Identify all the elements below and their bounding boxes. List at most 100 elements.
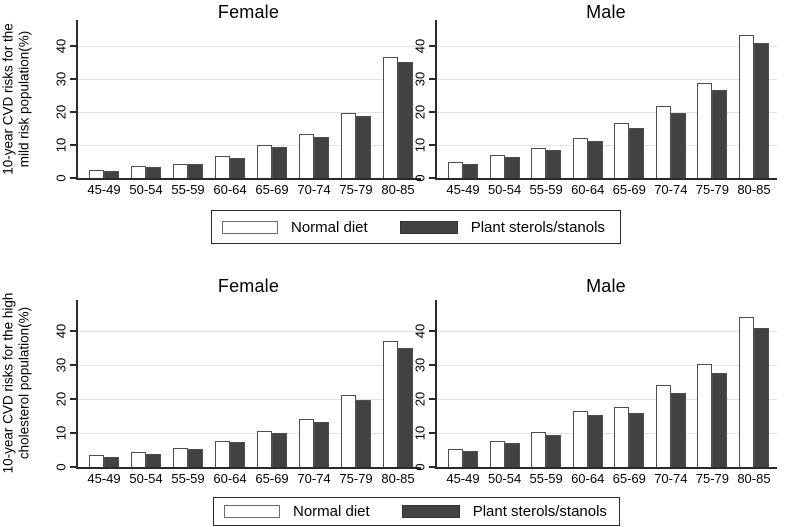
gridline (437, 78, 777, 80)
bar-group-80-85 (738, 317, 769, 467)
x-tick-label: 75-79 (339, 182, 373, 197)
bar-plant-sterols-stanols (463, 164, 478, 178)
plot-male-high-cholesterol: 0 10 20 30 40 45-49 50-54 55-59 60-64 65-69 70-74 7… (413, 300, 777, 486)
x-tick-label: 60-64 (213, 182, 247, 197)
bar-plant-sterols-stanols (587, 141, 603, 178)
x-tick-label: 50-54 (487, 182, 522, 197)
y-tick-label: 40 (53, 38, 69, 54)
bar-plant-sterols-stanols (188, 449, 203, 467)
x-tick-label: 60-64 (571, 182, 605, 197)
bar-normal-diet (489, 155, 505, 178)
x-tick-label: 75-79 (695, 182, 729, 197)
bar-plant-sterols-stanols (272, 147, 287, 178)
plot-female-high-cholesterol: 0 10 20 30 40 45-49 50-54 55-59 60-64 65-69 70-74 7… (54, 300, 421, 486)
bar-group-55-59 (531, 432, 562, 467)
bar-group-50-54 (131, 166, 161, 178)
y-tick-label: 30 (412, 71, 428, 87)
y-tick-mark (70, 144, 76, 146)
bar-normal-diet (215, 441, 230, 467)
bar-normal-diet (614, 407, 630, 467)
y-tick-mark (70, 45, 76, 47)
y-axis-title-row2-line2: cholesterol population(%) (16, 306, 32, 460)
bar-normal-diet (89, 170, 104, 178)
panel-title-male-mild: Male (586, 2, 626, 22)
y-tick-mark (70, 398, 76, 400)
y-tick-label: 20 (53, 104, 69, 120)
bar-plant-sterols-stanols (272, 433, 287, 467)
bar-group-75-79 (697, 83, 728, 178)
y-tick-mark (70, 78, 76, 80)
bar-plant-sterols-stanols (230, 158, 245, 178)
bar-group-45-49 (89, 170, 119, 178)
x-tick-label: 80-85 (381, 182, 415, 197)
bar-normal-diet (131, 452, 146, 467)
bar-normal-diet (341, 113, 356, 178)
bar-group-45-49 (89, 455, 119, 467)
bar-normal-diet (655, 385, 671, 467)
bar-group-65-69 (257, 431, 287, 467)
x-axis-labels: 45-49 50-54 55-59 60-64 65-69 70-74 75-79 80-85 (78, 471, 421, 486)
gridline (437, 398, 777, 400)
y-tick-mark (429, 466, 435, 468)
bar-normal-diet (697, 83, 713, 178)
x-tick-label: 70-74 (654, 182, 688, 197)
bar-normal-diet (383, 341, 398, 467)
y-tick-label: 30 (53, 71, 69, 87)
bar-normal-diet (531, 148, 547, 178)
bar-normal-diet (614, 123, 630, 178)
panel-title-female-mild: Female (217, 2, 280, 22)
bar-normal-diet (89, 455, 104, 467)
bar-plant-sterols-stanols (670, 113, 686, 178)
x-tick-label: 50-54 (129, 182, 163, 197)
bar-normal-diet (448, 162, 463, 178)
bar-group-50-54 (489, 155, 520, 178)
y-tick-label: 30 (412, 357, 428, 373)
bars-layer (437, 20, 777, 178)
y-tick-mark (70, 364, 76, 366)
x-tick-label: 75-79 (339, 471, 373, 486)
bar-normal-diet (448, 449, 463, 467)
bar-normal-diet (738, 35, 754, 178)
x-tick-label: 60-64 (571, 471, 605, 486)
bar-normal-diet (572, 138, 588, 178)
bar-normal-diet (299, 419, 314, 467)
legend-label-normal-diet: Normal diet (293, 503, 370, 520)
x-tick-label: 50-54 (487, 471, 522, 486)
gridline (78, 111, 421, 113)
bar-normal-diet (383, 57, 398, 178)
bar-plant-sterols-stanols (398, 62, 413, 178)
bar-plant-sterols-stanols (314, 137, 329, 178)
x-tick-label: 80-85 (737, 471, 771, 486)
bars-layer (437, 300, 777, 467)
legend-top: Normal diet Plant sterols/stanols (211, 210, 621, 244)
bar-plant-sterols-stanols (356, 400, 371, 467)
gridline (437, 432, 777, 434)
x-tick-label: 65-69 (255, 182, 289, 197)
bar-group-75-79 (697, 364, 728, 467)
x-tick-label: 80-85 (381, 471, 415, 486)
bar-plant-sterols-stanols (753, 328, 769, 467)
bar-normal-diet (299, 134, 314, 178)
x-tick-label: 65-69 (612, 182, 646, 197)
y-tick-mark (429, 330, 435, 332)
y-axis-title-row1-line2: mild risk population(%) (16, 30, 32, 168)
y-tick-label: 0 (53, 174, 69, 182)
y-tick-label: 10 (412, 137, 428, 153)
bar-normal-diet (131, 166, 146, 178)
y-tick-label: 40 (412, 38, 428, 54)
legend-swatch-normal-diet (222, 220, 278, 234)
bar-group-60-64 (215, 156, 245, 178)
panel-title-male-cholesterol: Male (586, 276, 626, 296)
x-tick-label: 60-64 (213, 471, 247, 486)
bar-group-70-74 (655, 385, 686, 467)
gridline (437, 111, 777, 113)
legend-swatch-plant-sterols (401, 505, 460, 518)
bar-group-75-79 (341, 113, 371, 178)
y-tick-mark (429, 78, 435, 80)
bar-group-45-49 (448, 449, 478, 467)
bar-group-55-59 (531, 148, 562, 178)
bar-plant-sterols-stanols (712, 90, 728, 178)
x-tick-label: 50-54 (129, 471, 163, 486)
y-tick-label: 40 (53, 323, 69, 339)
